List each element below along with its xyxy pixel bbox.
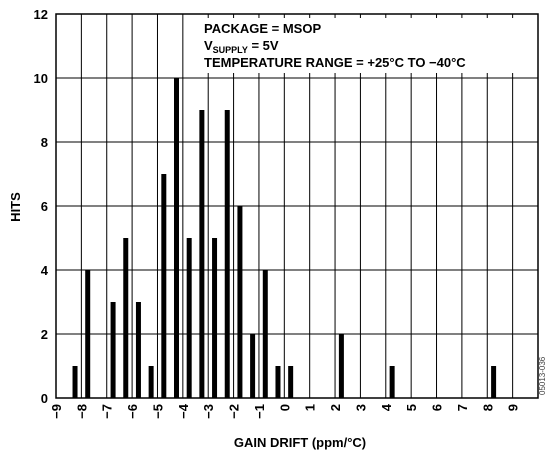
bar bbox=[250, 334, 255, 398]
x-tick-label: −3 bbox=[201, 404, 216, 419]
x-tick-label: 9 bbox=[506, 404, 521, 411]
bar bbox=[161, 174, 166, 398]
y-tick-label: 8 bbox=[41, 135, 48, 150]
bar bbox=[225, 110, 230, 398]
annotation-package: PACKAGE = MSOP bbox=[204, 21, 321, 36]
x-tick-label: −1 bbox=[252, 404, 267, 419]
x-tick-label: −9 bbox=[49, 404, 64, 419]
bar bbox=[174, 78, 179, 398]
y-axis-title: HITS bbox=[8, 192, 23, 222]
x-tick-labels: −9 −8 −7 −6 −5 −4 −3 −2 −1 0 1 2 3 4 5 6 7 8 9 bbox=[49, 403, 521, 419]
x-tick-label: 1 bbox=[303, 404, 318, 411]
bar bbox=[275, 366, 280, 398]
x-tick-label: 0 bbox=[277, 404, 292, 411]
x-tick-label: −7 bbox=[100, 404, 115, 419]
bar bbox=[339, 334, 344, 398]
y-tick-labels: 0 2 4 6 8 10 12 bbox=[34, 7, 49, 406]
x-tick-label: −4 bbox=[176, 403, 191, 419]
y-tick-label: 10 bbox=[34, 71, 48, 86]
x-tick-label: 4 bbox=[379, 403, 394, 411]
x-axis-title: GAIN DRIFT (ppm/°C) bbox=[234, 435, 366, 450]
bar bbox=[390, 366, 395, 398]
bar bbox=[111, 302, 116, 398]
annotation-supply-value: = 5V bbox=[248, 38, 279, 53]
x-tick-label: −2 bbox=[227, 404, 242, 419]
x-tick-label: 7 bbox=[455, 404, 470, 411]
annotation-supply-v: V bbox=[204, 38, 213, 53]
bar bbox=[73, 366, 78, 398]
x-tick-label: 2 bbox=[328, 404, 343, 411]
bar bbox=[123, 238, 128, 398]
bar bbox=[237, 206, 242, 398]
y-tick-label: 6 bbox=[41, 199, 48, 214]
bar bbox=[149, 366, 154, 398]
bar bbox=[263, 270, 268, 398]
bar bbox=[136, 302, 141, 398]
x-tick-label: −5 bbox=[150, 404, 165, 419]
bar bbox=[187, 238, 192, 398]
bar bbox=[491, 366, 496, 398]
x-tick-label: 6 bbox=[430, 404, 445, 411]
y-tick-label: 12 bbox=[34, 7, 48, 22]
annotation-temperature: TEMPERATURE RANGE = +25°C TO −40°C bbox=[204, 55, 466, 70]
figure-id: 05013-036 bbox=[538, 356, 547, 395]
x-tick-label: 3 bbox=[353, 404, 368, 411]
bar bbox=[85, 270, 90, 398]
x-tick-label: −8 bbox=[74, 404, 89, 419]
bar bbox=[212, 238, 217, 398]
y-tick-label: 2 bbox=[41, 327, 48, 342]
bar bbox=[288, 366, 293, 398]
y-tick-label: 0 bbox=[41, 391, 48, 406]
x-tick-label: 5 bbox=[404, 404, 419, 411]
y-tick-label: 4 bbox=[41, 263, 49, 278]
x-tick-label: 8 bbox=[480, 404, 495, 411]
annotation-supply-sub: SUPPLY bbox=[213, 45, 248, 55]
x-tick-label: −6 bbox=[125, 404, 140, 419]
bar bbox=[199, 110, 204, 398]
